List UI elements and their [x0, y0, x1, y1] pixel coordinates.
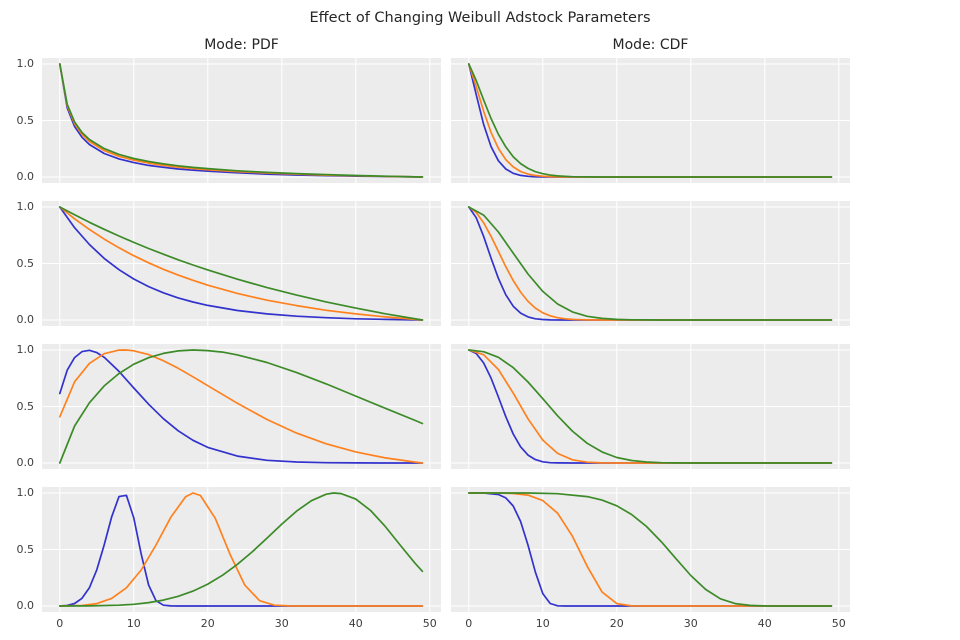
x-tick-label: 20	[200, 617, 215, 630]
axes-row3-pdf	[42, 344, 441, 469]
axes-row4-pdf	[42, 487, 441, 612]
x-tick-label: 10	[535, 617, 550, 630]
figure-title: Effect of Changing Weibull Adstock Param…	[309, 10, 651, 26]
line-series-orange	[58, 206, 424, 321]
axes-row1-pdf	[42, 58, 441, 183]
y-tick-label: 0.5	[16, 113, 35, 127]
line-series-blue	[467, 349, 833, 464]
line-series-orange	[467, 63, 833, 178]
x-tick-label: 40	[757, 617, 772, 630]
y-tick-label: 0.0	[16, 170, 35, 183]
x-tick-label: 0	[56, 617, 64, 630]
line-series-green	[58, 349, 424, 464]
x-tick-label: 20	[609, 617, 624, 630]
y-tick-label: 0.0	[16, 313, 35, 326]
line-series-blue	[58, 206, 424, 321]
y-tick-label: 1.0	[16, 200, 35, 213]
line-series-green	[58, 492, 424, 607]
x-tick-label: 0	[465, 617, 473, 630]
x-tick-label: 50	[831, 617, 846, 630]
subplot-title-pdf: Mode: PDF	[204, 37, 279, 53]
y-tick-label: 1.0	[16, 343, 35, 356]
line-series-green	[467, 63, 833, 178]
line-series-green	[467, 206, 833, 321]
axes-row4-cdf	[451, 487, 850, 612]
line-series-green	[467, 349, 833, 464]
axes-row2-pdf	[42, 201, 441, 326]
y-tick-label: 0.5	[16, 542, 35, 556]
line-series-green	[467, 492, 833, 607]
line-series-blue	[58, 494, 424, 607]
y-tick-label: 0.0	[16, 456, 35, 469]
line-series-orange	[467, 206, 833, 321]
x-tick-label: 40	[348, 617, 363, 630]
x-tick-label: 10	[126, 617, 141, 630]
line-series-orange	[58, 492, 424, 607]
line-series-blue	[467, 206, 833, 321]
y-tick-label: 1.0	[16, 486, 35, 499]
axes-row1-cdf	[451, 58, 850, 183]
y-tick-label: 0.5	[16, 399, 35, 413]
subplot-title-cdf: Mode: CDF	[612, 37, 689, 53]
line-series-orange	[467, 349, 833, 464]
line-series-blue	[467, 492, 833, 607]
axes-row2-cdf	[451, 201, 850, 326]
axes-row3-cdf	[451, 344, 850, 469]
x-tick-label: 30	[274, 617, 289, 630]
x-tick-label: 30	[683, 617, 698, 630]
x-tick-label: 50	[422, 617, 437, 630]
line-series-orange	[58, 349, 424, 464]
line-series-blue	[58, 349, 424, 464]
y-tick-label: 1.0	[16, 57, 35, 70]
line-series-green	[58, 63, 424, 178]
y-tick-label: 0.5	[16, 256, 35, 270]
y-tick-label: 0.0	[16, 599, 35, 612]
line-series-green	[58, 206, 424, 321]
